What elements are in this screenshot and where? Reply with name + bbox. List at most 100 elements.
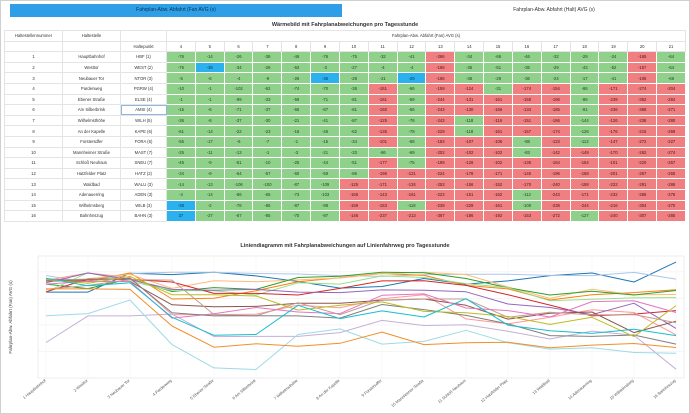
heat-cell: -29	[483, 72, 513, 84]
heat-cell: -29	[540, 61, 571, 74]
heatmap-row: 15 Wilhelmsberg WILB (3) -38 -2 -78 -86 -87 -98-…	[4, 199, 686, 212]
row-name: Forstersdfer	[62, 135, 121, 148]
heat-cell: -87	[310, 104, 340, 116]
heat-cell: -161	[483, 93, 513, 106]
heat-cell: -125	[367, 114, 398, 127]
heat-cell: -267	[656, 157, 686, 169]
heat-cell: -35	[310, 72, 340, 84]
row-point[interactable]: HATZ (2)	[120, 167, 167, 180]
row-point[interactable]: WILH (5)	[120, 114, 167, 127]
row-point[interactable]: PGRW (4)	[120, 82, 167, 95]
heat-cell: -64	[223, 167, 254, 180]
row-point[interactable]: WEST (2)	[120, 61, 167, 74]
heat-cell: -1	[166, 93, 196, 106]
heat-cell: -86	[569, 93, 600, 106]
heat-cell: -174	[511, 82, 542, 95]
heat-cell: -280	[656, 114, 686, 127]
heat-cell: -165	[627, 51, 658, 63]
row-point[interactable]: AMSI (4)	[120, 104, 167, 116]
row-index: 3	[4, 72, 63, 84]
heat-cell: -151	[511, 114, 542, 127]
row-point[interactable]: SNEU (7)	[120, 157, 167, 169]
heat-cell: -174	[540, 125, 571, 137]
heat-cell: -362	[627, 93, 658, 106]
row-name: Pardenweg	[62, 82, 121, 95]
heatmap-row: 3 Neubauer Tor NTOR (3) -5 -6 -4 -9 -26 -35 -28 -2…	[4, 72, 686, 84]
row-index: 2	[4, 61, 63, 74]
row-point[interactable]: WALU (3)	[120, 178, 167, 190]
x-tick-label: 4 Pardenweg	[151, 378, 172, 397]
row-point[interactable]: WILB (3)	[120, 199, 167, 212]
heat-cell: -27	[338, 61, 369, 74]
heat-cell: -86	[252, 199, 283, 212]
heat-cell: -30	[252, 114, 283, 127]
heat-cell: -171	[367, 178, 398, 190]
heat-cell: -143	[367, 188, 398, 201]
heat-cell: -38	[338, 82, 369, 95]
row-point[interactable]: NTOR (3)	[120, 72, 167, 84]
heat-cell: -102	[483, 146, 513, 159]
heat-cell: -71	[223, 104, 254, 116]
row-point[interactable]: KAPE (6)	[120, 125, 167, 137]
heat-cell: -43	[569, 61, 600, 74]
hour-header: 15	[483, 40, 513, 53]
heat-cell: -75	[338, 51, 369, 63]
x-tick-label: 8 An der Kapelle	[315, 377, 341, 400]
hour-header: 16	[511, 40, 542, 53]
heat-cell: -118	[396, 199, 427, 212]
row-point[interactable]: FORA (6)	[120, 135, 167, 148]
row-point[interactable]: BAHN (3)	[120, 210, 167, 222]
x-tick-label: 1 Hauptbahnhof	[22, 377, 48, 400]
heat-cell: -171	[598, 82, 629, 95]
row-name: An der Kapelle	[62, 125, 121, 137]
heat-cell: -4	[166, 188, 196, 201]
hour-header: 9	[310, 40, 340, 53]
heat-cell: -33	[338, 146, 369, 159]
heat-cell: -240	[598, 210, 629, 222]
heat-cell: -127	[569, 210, 600, 222]
hour-header: 21	[656, 40, 686, 53]
heat-cell: -59	[310, 167, 340, 180]
heat-cell: -85	[252, 210, 283, 222]
hour-header: 17	[540, 40, 571, 53]
series-line	[45, 277, 677, 345]
heat-cell: -367	[425, 210, 456, 222]
heat-cell: -239	[598, 93, 629, 106]
row-point[interactable]: ADEN (3)	[120, 188, 167, 201]
heat-cell: -59	[281, 93, 312, 106]
row-point[interactable]: MAST (7)	[120, 146, 167, 159]
row-name: Bahnhnszug	[62, 210, 121, 222]
x-tick-label: 14 Adenauerring	[567, 378, 593, 401]
heat-cell: -17	[569, 72, 600, 84]
heat-cell: -102	[483, 157, 513, 169]
heat-cell: -229	[425, 125, 456, 137]
heat-cell: -144	[569, 114, 600, 127]
heatmap-row: 13 Waldbad WALU (3) -14 -13 -106 -100 -87 -109 -1…	[4, 178, 686, 190]
heat-cell: -236	[598, 104, 629, 116]
tab-departure-deviation-trip[interactable]: Fahrplan-Abw. Abfahrt (Fan AVG (s)	[10, 4, 342, 17]
heat-cell: -126	[598, 114, 629, 127]
row-point[interactable]: ELSE (4)	[120, 93, 167, 106]
heat-cell: -202	[425, 146, 456, 159]
heat-cell: -161	[483, 199, 513, 212]
heat-cell: -10	[252, 157, 283, 169]
heat-cell: -60	[281, 167, 312, 180]
heat-cell: -243	[540, 188, 571, 201]
heatmap-row: 12 Hatzfelder Platz HATZ (2) -34 -9 -64 -57 -60…	[4, 167, 686, 180]
series-line	[45, 279, 677, 324]
heat-cell: -267	[627, 167, 658, 180]
heat-cell: -166	[540, 114, 571, 127]
series-line	[45, 280, 677, 334]
heat-cell: -159	[338, 199, 369, 212]
heat-cell: -73	[281, 188, 312, 201]
heat-cell: -38	[166, 199, 196, 212]
tab-departure-deviation-stop[interactable]: Fahrplan-Abw. Abfahrt (Halt) AVG (s)	[513, 7, 595, 13]
x-tick-label: 2 Westtor	[72, 378, 89, 393]
row-index: 6	[4, 104, 63, 116]
heat-cell: -158	[511, 93, 542, 106]
heat-cell: -103	[310, 188, 340, 201]
heat-cell: -160	[367, 104, 398, 116]
heat-cell: -5	[166, 72, 196, 84]
row-point[interactable]: HBF (1)	[120, 51, 167, 63]
heatmap-row: 9 Forstersdfer FORA (6) -55 -17 -6 -7 -1 -15 -34-…	[4, 135, 686, 148]
